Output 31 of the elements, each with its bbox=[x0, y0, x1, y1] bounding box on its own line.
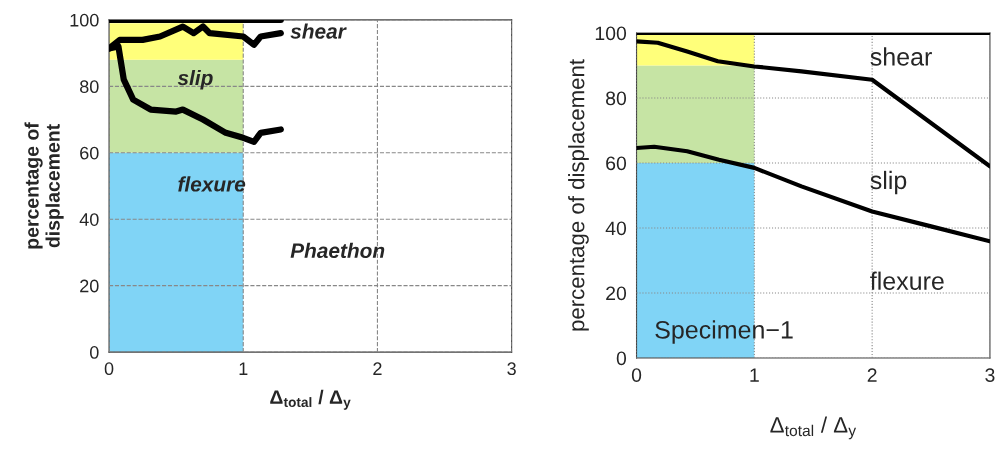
x-tick-label: 1 bbox=[750, 368, 759, 382]
y-tick-label: 80 bbox=[80, 80, 99, 94]
line-series bbox=[636, 144, 990, 244]
y-tick-label: 0 bbox=[89, 346, 99, 359]
x-tick-label: 2 bbox=[373, 362, 382, 375]
annotation: slip bbox=[177, 69, 213, 90]
y-tick-label: 40 bbox=[605, 221, 627, 236]
x-axis-title: Δ$_{total}$ / Δ$_{y}$ bbox=[270, 389, 351, 410]
y-tick-label: 100 bbox=[70, 13, 99, 27]
x-tick-label: 3 bbox=[985, 368, 995, 382]
annotation: slip bbox=[870, 170, 907, 195]
annotation: Phaethon bbox=[290, 242, 385, 259]
x-tick-label: 0 bbox=[631, 368, 642, 382]
y-axis-title: percentage of displacement bbox=[568, 59, 589, 331]
y-axis-title: percentage of displacement bbox=[24, 122, 64, 249]
x-tick-label: 3 bbox=[507, 362, 516, 376]
annotation: shear bbox=[870, 47, 932, 66]
annotation: shear bbox=[290, 23, 347, 39]
y-tick-label: 100 bbox=[595, 26, 627, 41]
y-tick-label: 80 bbox=[606, 91, 627, 106]
y-tick-label: 60 bbox=[80, 146, 99, 160]
line-series bbox=[636, 39, 990, 169]
y-tick-label: 20 bbox=[80, 279, 99, 293]
x-tick-label: 0 bbox=[104, 362, 114, 376]
x-tick-label: 1 bbox=[239, 362, 248, 375]
y-tick-label: 40 bbox=[79, 213, 99, 226]
y-tick-label: 60 bbox=[606, 156, 627, 171]
x-tick-label: 2 bbox=[867, 368, 877, 382]
y-tick-label: 20 bbox=[606, 286, 627, 301]
x-axis-title: Δ$_{total}$ / Δ$_{y}$ bbox=[770, 416, 857, 440]
annotation: flexure bbox=[870, 271, 944, 290]
